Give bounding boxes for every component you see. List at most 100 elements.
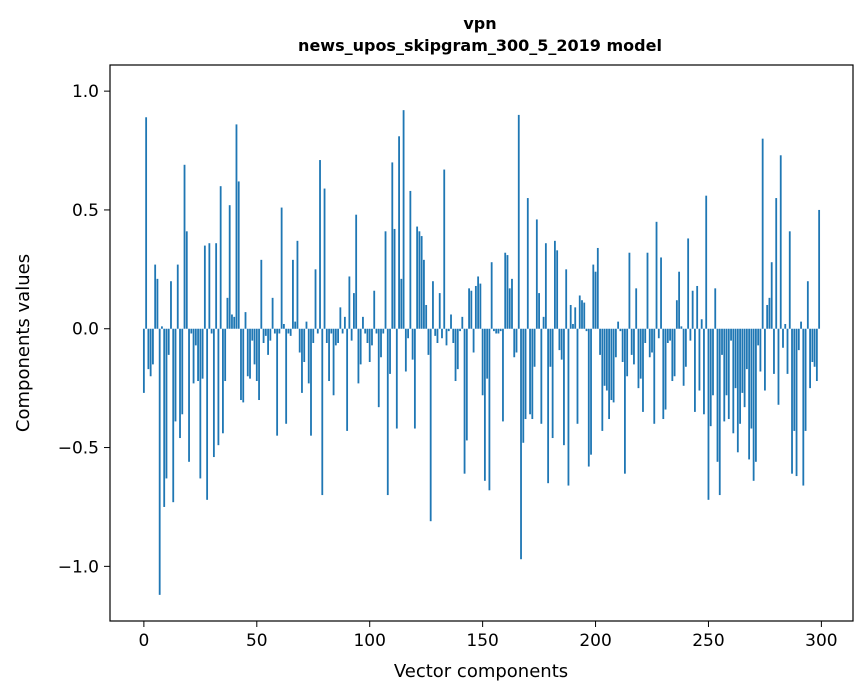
y-tick-label: 1.0 — [72, 82, 99, 102]
bar — [398, 136, 400, 329]
bar — [725, 328, 728, 396]
bar — [346, 328, 349, 431]
bar — [752, 328, 755, 481]
bar — [456, 328, 459, 370]
bar — [773, 328, 775, 374]
bar — [624, 328, 626, 474]
bar — [687, 238, 690, 329]
bar — [362, 316, 364, 329]
bar — [183, 164, 186, 329]
bar — [224, 328, 227, 382]
bar — [642, 328, 644, 412]
bar — [497, 328, 500, 334]
bar — [657, 328, 660, 339]
bar — [314, 269, 317, 329]
bar — [815, 328, 818, 382]
bar — [508, 288, 511, 329]
bar — [208, 243, 211, 329]
bar — [156, 278, 159, 329]
bar — [495, 328, 498, 334]
bar — [197, 328, 199, 382]
bar — [255, 328, 258, 382]
bar — [463, 328, 466, 474]
bar — [479, 283, 482, 329]
bar — [341, 328, 344, 334]
bar — [759, 328, 762, 372]
bar — [416, 226, 419, 329]
bar — [357, 328, 360, 384]
bar — [307, 328, 310, 384]
bar — [786, 328, 789, 374]
bar — [231, 314, 233, 329]
bar — [727, 328, 730, 420]
bar — [339, 307, 342, 329]
bar — [445, 328, 448, 346]
bar — [215, 243, 218, 329]
bar — [402, 110, 405, 329]
bar — [409, 190, 412, 329]
bar — [635, 288, 638, 329]
bar — [538, 293, 540, 329]
bar — [481, 328, 484, 396]
bar — [203, 245, 206, 329]
bar — [468, 288, 470, 329]
bar — [249, 328, 251, 379]
bar — [258, 328, 260, 401]
y-tick-label: −1.0 — [58, 557, 99, 577]
bar — [438, 293, 441, 329]
x-tick-label: 50 — [246, 631, 268, 651]
bar — [420, 236, 423, 329]
bar — [617, 321, 620, 329]
bar — [549, 328, 552, 367]
bar — [565, 269, 568, 329]
bar — [165, 328, 168, 479]
bar — [712, 328, 714, 396]
bar — [242, 328, 245, 403]
bar — [366, 328, 369, 343]
bar — [305, 321, 308, 329]
bar — [400, 278, 403, 329]
bar — [669, 328, 671, 341]
bar — [310, 328, 312, 436]
bar — [531, 328, 534, 420]
bar — [646, 252, 649, 329]
bar — [723, 328, 726, 422]
bar — [730, 328, 732, 341]
bar — [651, 328, 653, 353]
bar — [594, 271, 597, 329]
bar — [621, 328, 624, 362]
bar — [395, 328, 398, 429]
bar — [587, 328, 590, 467]
bar — [581, 300, 583, 329]
bar — [199, 328, 202, 479]
bar — [795, 328, 798, 477]
bar — [599, 328, 601, 355]
bar — [529, 328, 531, 415]
bar — [590, 328, 592, 455]
bar — [282, 323, 285, 329]
x-tick-label: 250 — [692, 631, 724, 651]
bar — [610, 328, 613, 401]
bar — [653, 328, 656, 424]
bar — [285, 328, 288, 424]
bar — [791, 328, 793, 474]
bar — [793, 328, 796, 431]
bar — [436, 328, 439, 343]
bar — [630, 328, 633, 355]
bar — [470, 290, 473, 329]
bar — [806, 281, 809, 329]
bar — [542, 316, 545, 329]
bar — [380, 328, 382, 358]
bar — [637, 328, 640, 389]
bar — [411, 328, 414, 360]
bar — [569, 304, 572, 329]
bar — [605, 328, 608, 391]
bar — [244, 312, 247, 329]
bar — [174, 328, 177, 422]
bar — [330, 328, 333, 334]
bar — [423, 259, 425, 329]
bar — [443, 169, 446, 329]
bar — [472, 328, 475, 353]
bar — [490, 262, 493, 329]
bar — [551, 328, 554, 439]
